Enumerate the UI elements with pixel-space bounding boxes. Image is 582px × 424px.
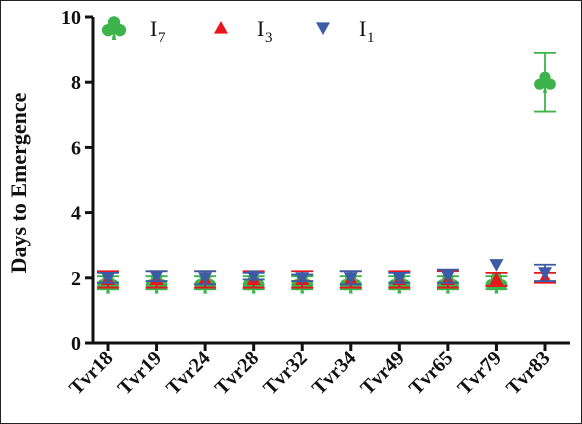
series-triangle-down (97, 259, 556, 286)
data-point (534, 71, 556, 93)
y-tick-label: 4 (71, 203, 81, 225)
data-point (392, 272, 407, 285)
x-ticks: Tvr18Tvr19Tvr24Tvr28Tvr32Tvr34Tvr49Tvr65… (65, 343, 555, 399)
data-point (440, 270, 455, 284)
legend-label-subscript: 7 (158, 30, 166, 46)
x-tick-label: Tvr83 (502, 347, 554, 399)
legend-label-subscript: 1 (367, 30, 375, 46)
y-axis-label: Days to Emergence (6, 92, 31, 273)
legend-marker (101, 16, 127, 40)
marker-stem (543, 82, 547, 93)
x-tick-label: Tvr79 (453, 347, 505, 399)
marker-lobe (534, 78, 546, 90)
y-tick-label: 2 (71, 268, 81, 290)
x-tick-label: Tvr28 (211, 347, 263, 399)
data-point (295, 272, 310, 285)
x-tick-label: Tvr32 (259, 347, 311, 399)
marker-stem (111, 28, 117, 40)
x-tick-label: Tvr19 (114, 347, 166, 399)
data-point (343, 272, 358, 285)
legend-marker (316, 22, 330, 35)
marker-lobe (544, 78, 556, 90)
data-point (489, 259, 504, 272)
legend-label-subscript: 3 (265, 30, 273, 46)
legend-marker (214, 21, 228, 34)
y-tick-label: 6 (71, 137, 81, 159)
data-point (538, 267, 552, 280)
legend-label: I (257, 16, 264, 41)
marker-lobe (101, 23, 115, 37)
marker-stem (494, 282, 499, 294)
legend-label: I (150, 16, 157, 41)
y-tick-label: 8 (71, 72, 81, 94)
x-tick-label: Tvr34 (308, 347, 360, 399)
data-point (198, 272, 213, 285)
marker-lobe (113, 23, 127, 37)
data-point (489, 272, 504, 286)
axes (91, 17, 570, 345)
series-club (97, 51, 556, 294)
y-ticks: 0 2 4 6 8 10 (61, 7, 93, 355)
x-tick-label: Tvr65 (405, 347, 457, 399)
data-point (246, 270, 261, 284)
legend-label: I (359, 16, 366, 41)
data-point (101, 272, 115, 285)
y-tick-label: 10 (61, 7, 81, 29)
x-tick-label: Tvr24 (162, 347, 214, 399)
data-point (149, 270, 164, 284)
y-tick-label: 0 (71, 333, 81, 355)
x-tick-label: Tvr49 (356, 347, 408, 399)
data-marks (97, 51, 556, 294)
